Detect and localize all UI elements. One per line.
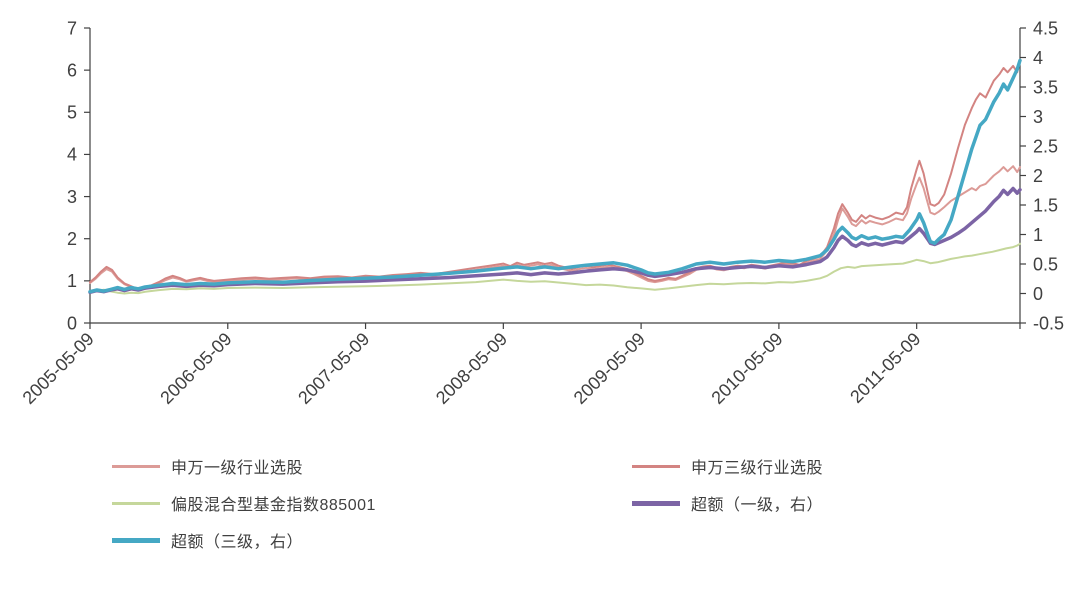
series-line-1[interactable] [89, 58, 1021, 291]
y-right-tick-label: 4.5 [1033, 18, 1058, 38]
y-right-tick-label: 3.5 [1033, 77, 1058, 97]
legend-item-sw3[interactable]: 申万三级行业选股 [632, 454, 1086, 478]
y-right-tick-label: 1 [1033, 225, 1043, 245]
legend-label-excess-l3: 超额（三级，右） [171, 534, 304, 551]
legend-label-sw1: 申万一级行业选股 [171, 460, 304, 477]
y-right-tick-label: 2 [1033, 166, 1043, 186]
y-right-tick-label: 0 [1033, 284, 1043, 304]
y-left-tick-label: 7 [67, 18, 77, 38]
y-left-tick-label: 2 [67, 229, 77, 249]
x-tick-label: 2005-05-09 [19, 329, 98, 408]
y-left-tick-label: 4 [67, 145, 77, 165]
y-left-tick-label: 0 [67, 313, 77, 333]
y-left-tick-label: 5 [67, 103, 77, 123]
chart-legend: 申万一级行业选股 申万三级行业选股 偏股混合型基金指数885001 超额（一级，… [112, 454, 1086, 552]
x-tick-label: 2006-05-09 [156, 329, 235, 408]
series-line-4[interactable] [88, 58, 1022, 294]
y-left-tick-label: 1 [67, 271, 77, 291]
x-tick-label: 2007-05-09 [294, 329, 373, 408]
legend-item-excess-l3[interactable]: 超额（三级，右） [112, 528, 632, 552]
y-right-tick-label: -0.5 [1033, 313, 1064, 333]
x-tick-label: 2009-05-09 [570, 329, 649, 408]
x-tick-label: 2010-05-09 [707, 329, 786, 408]
legend-item-fund-index[interactable]: 偏股混合型基金指数885001 [112, 491, 632, 515]
y-right-tick-label: 3 [1033, 107, 1043, 127]
legend-swatch-excess-l1-line [632, 500, 680, 506]
x-axis: 2005-05-09 2006-05-09 2007-05-09 2008-05-09… [19, 323, 1021, 408]
y-right-tick-label: 2.5 [1033, 136, 1058, 156]
x-tick-label: 2011-05-09 [846, 329, 924, 407]
series-line-0[interactable] [89, 165, 1021, 292]
legend-label-excess-l1: 超额（一级，右） [691, 497, 824, 514]
y-right-tick-label: 0.5 [1033, 254, 1058, 274]
y-left-axis: 0 1 2 3 4 5 6 7 [67, 18, 90, 333]
y-left-tick-label: 3 [67, 187, 77, 207]
y-right-tick-label: 4 [1033, 48, 1043, 68]
legend-item-excess-l1[interactable]: 超额（一级，右） [632, 491, 1086, 515]
legend-swatch-excess-l3-line [112, 537, 160, 543]
legend-swatch-fund-line [112, 501, 160, 505]
legend-swatch-sw3-line [632, 464, 680, 468]
legend-label-sw3: 申万三级行业选股 [691, 460, 824, 477]
series-lines [88, 58, 1022, 295]
legend-label-fund-index: 偏股混合型基金指数885001 [171, 497, 376, 514]
legend-swatch-sw1-line [112, 464, 160, 468]
y-right-tick-label: 1.5 [1033, 195, 1058, 215]
y-right-axis: -0.5 0 0.5 1 1.5 2 2.5 3 3.5 4 4.5 [1020, 18, 1064, 333]
x-tick-label: 2008-05-09 [432, 329, 511, 408]
legend-item-sw1[interactable]: 申万一级行业选股 [112, 454, 632, 478]
line-chart: 0 1 2 3 4 5 6 7 -0.5 0 0.5 1 1.5 2 2.5 3 3.5 4 4.5 2005-05-… [19, 18, 1064, 408]
y-left-tick-label: 6 [67, 60, 77, 80]
series-line-2[interactable] [89, 242, 1021, 295]
